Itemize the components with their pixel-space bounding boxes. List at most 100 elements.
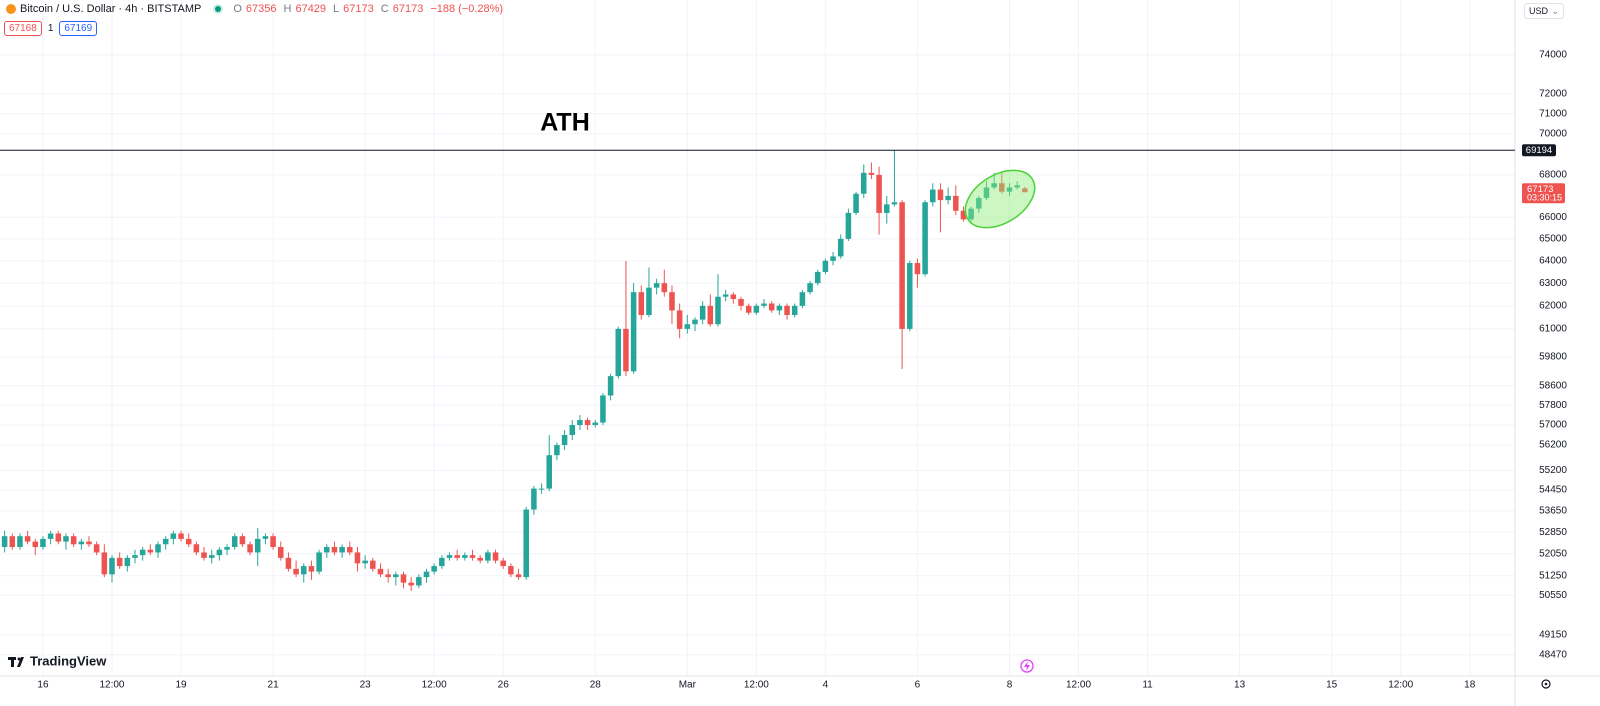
candle-body [814,271,821,284]
x-tick-label: Mar [679,680,697,691]
candle-body [753,305,760,313]
candle-body [147,549,154,553]
ohlc-label: L [333,3,340,15]
x-tick-label: 4 [823,680,829,691]
candle-body [837,238,844,257]
candle-body [462,555,468,558]
currency-label[interactable]: USD [1529,6,1549,16]
sell-button[interactable]: 67168 [4,21,42,36]
y-tick-label: 61000 [1539,324,1567,335]
countdown-label: 03:30:15 [1527,193,1562,203]
candle-body [684,324,691,329]
y-tick-label: 65000 [1539,233,1567,244]
x-tick-label: 13 [1234,680,1246,691]
y-tick-label: 48470 [1539,649,1567,660]
candle-body [101,552,108,575]
candle-body [393,574,399,578]
candle-body [423,571,430,578]
candle-body [807,283,813,293]
candle-body [584,420,591,426]
candle-body [1022,188,1028,193]
candle-body [500,560,506,567]
x-tick-label: 21 [268,680,280,691]
settings-icon[interactable] [1541,679,1551,689]
candle-body [830,256,836,261]
candle-body [377,568,384,575]
ohlc-value: 67173 [343,3,374,15]
candle-body [546,455,552,489]
candle-body [976,198,982,209]
candle-body [339,546,345,553]
x-tick-label: 23 [360,680,372,691]
x-tick-label: 28 [590,680,602,691]
candle-body [362,560,368,564]
candle-body [607,376,614,396]
candle-body [868,172,875,175]
y-tick-label: 62000 [1539,300,1567,311]
candle-body [308,566,315,572]
currency-button[interactable]: USD ⌄ [1524,3,1564,19]
candle-body [400,574,407,583]
candle-body [999,183,1005,192]
y-tick-label: 64000 [1539,255,1567,266]
candle-body [431,566,437,572]
market-status [215,6,222,12]
candle-body [784,305,790,316]
candle-body [485,552,491,561]
candle-body [822,260,829,272]
candle-body [791,305,798,316]
lightning-icon[interactable] [1020,659,1034,673]
candle-body [983,187,990,199]
settings-gear[interactable] [1541,679,1551,689]
candle-body [254,538,261,553]
candle-body [439,557,445,567]
x-tick-label: 12:00 [99,680,124,691]
candle-body [577,420,583,426]
candle-body [78,541,85,545]
y-tick-label: 71000 [1539,108,1567,119]
candle-body [301,566,307,575]
candle-body [477,557,483,561]
candle-body [554,445,560,456]
x-tick-label: 26 [498,680,510,691]
candle-body [55,533,62,542]
x-tick-label: 12:00 [422,680,447,691]
candle-body [47,533,54,539]
logo-icon [17,657,21,661]
x-tick-label: 12:00 [1066,680,1091,691]
y-tick-label: 70000 [1539,128,1567,139]
candle-body [907,263,913,329]
candle-body [561,434,568,446]
candle-body [193,544,200,553]
y-tick-label: 52050 [1539,548,1567,559]
candle-body [592,422,599,426]
candle-body [454,555,460,558]
candle-body [776,305,783,311]
candle-body [70,536,77,545]
candle-body [638,292,645,316]
x-tick-label: 19 [175,680,187,691]
candle-body [653,283,660,288]
candle-body [132,555,138,558]
lightning-bolt[interactable] [1024,661,1030,671]
settings-center[interactable] [1544,682,1548,686]
currency-caret[interactable]: ⌄ [1551,5,1559,16]
candle-body [630,292,637,372]
candle-body [1,536,8,547]
candle-body [860,172,867,194]
candle-body [523,509,529,578]
candle-body [669,292,675,311]
candle-body [745,305,752,313]
candle-body [937,189,944,201]
candle-body [86,541,92,545]
logo-text: TradingView [30,653,107,668]
x-tick-label: 6 [915,680,921,691]
y-tick-label: 52850 [1539,527,1567,538]
candle-body [324,546,330,553]
candle-body [109,557,115,575]
buy-button[interactable]: 67169 [59,21,98,36]
price-line-label-bg [1522,144,1556,157]
candle-body [239,536,246,545]
y-tick-label: 59800 [1539,352,1567,363]
symbol-name[interactable]: Bitcoin / U.S. Dollar · 4h · BITSTAMP [20,3,202,15]
